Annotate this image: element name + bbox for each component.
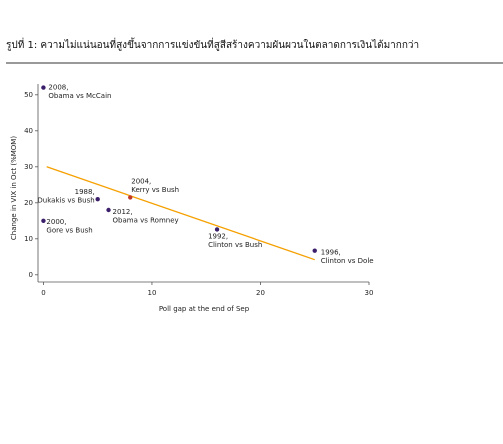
point-label: 1992, xyxy=(208,232,228,240)
point-label: Clinton vs Dole xyxy=(321,257,374,265)
point xyxy=(214,227,220,232)
trend-line xyxy=(46,166,315,261)
point-label: 1996, xyxy=(321,249,341,257)
x-axis-label: Poll gap at the end of Sep xyxy=(159,305,250,313)
y-tick-label: 0 xyxy=(29,271,33,279)
point-label: 2000, xyxy=(46,218,66,226)
point-label: Obama vs McCain xyxy=(48,92,111,100)
x-tick-label: 30 xyxy=(365,289,374,297)
y-tick-label: 30 xyxy=(24,163,33,171)
point-label: 1988, xyxy=(75,188,95,196)
point xyxy=(312,248,317,253)
point xyxy=(41,85,46,90)
y-tick-label: 50 xyxy=(24,91,33,99)
point-label: Gore vs Bush xyxy=(46,226,92,234)
point-label: Dukakis vs Bush xyxy=(37,197,94,205)
point xyxy=(106,207,111,213)
point xyxy=(95,197,100,202)
x-tick-label: 20 xyxy=(256,289,265,297)
x-tick-label: 10 xyxy=(147,289,156,297)
point xyxy=(41,218,46,223)
point xyxy=(128,195,133,200)
point-label: Obama vs Romney xyxy=(113,217,179,225)
point-label: 2008, xyxy=(48,84,68,92)
point-label: 2004, xyxy=(131,177,151,185)
y-axis-label: Change in VIX in Oct (%MOM) xyxy=(10,136,18,240)
chart-title: รูปที่ 1: ความไม่แน่นอนที่สูงขึ้นจากการแ… xyxy=(6,37,419,51)
y-tick-label: 10 xyxy=(24,235,33,243)
point-label: Kerry vs Bush xyxy=(131,186,179,194)
point-label: Clinton vs Bush xyxy=(208,241,262,249)
x-tick-label: 0 xyxy=(41,289,45,297)
y-tick-label: 20 xyxy=(24,199,33,207)
y-tick-label: 40 xyxy=(24,127,33,135)
point-label: 2012, xyxy=(113,208,133,216)
